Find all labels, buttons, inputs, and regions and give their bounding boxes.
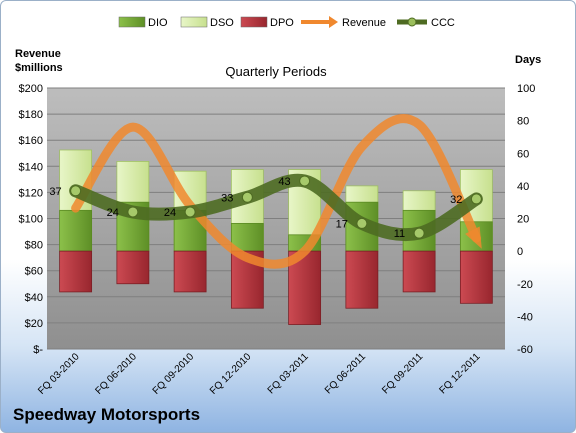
left-tick-label: $40 bbox=[25, 292, 43, 304]
ccc-data-label: 17 bbox=[336, 218, 348, 230]
ccc-marker bbox=[413, 227, 425, 239]
left-tick-label: $180 bbox=[19, 109, 43, 121]
legend-marker-ccc bbox=[407, 17, 417, 27]
right-tick-label: 40 bbox=[517, 181, 529, 193]
chart-title: Quarterly Periods bbox=[225, 64, 327, 79]
bar-dpo bbox=[173, 250, 207, 293]
x-tick-label: FQ 12-2010 bbox=[208, 351, 254, 397]
bar-dpo bbox=[116, 250, 150, 285]
left-tick-label: $60 bbox=[25, 266, 43, 278]
left-tick-label: $80 bbox=[25, 240, 43, 252]
bar-dpo bbox=[459, 250, 493, 304]
x-tick-label: FQ 03-2010 bbox=[36, 351, 82, 397]
ccc-marker bbox=[470, 193, 482, 205]
right-tick-label: 60 bbox=[517, 148, 529, 160]
x-tick-label: FQ 03-2011 bbox=[266, 351, 311, 396]
company-name: Speedway Motorsports bbox=[13, 405, 201, 424]
right-tick-label: -60 bbox=[517, 344, 533, 356]
ccc-marker bbox=[241, 191, 253, 203]
revenue-line bbox=[71, 114, 481, 269]
legend-label-dpo: DPO bbox=[270, 17, 294, 29]
left-tick-label: $- bbox=[33, 344, 43, 356]
ccc-data-label: 24 bbox=[107, 207, 119, 219]
left-tick-label: $100 bbox=[19, 214, 43, 226]
left-tick-label: $140 bbox=[19, 161, 43, 173]
right-tick-label: 20 bbox=[517, 214, 529, 226]
ccc-marker bbox=[356, 217, 368, 229]
right-tick-label: 100 bbox=[517, 83, 535, 95]
legend-label-dso: DSO bbox=[210, 17, 234, 29]
ccc-marker bbox=[299, 175, 311, 187]
bar-dpo bbox=[402, 250, 436, 293]
left-tick-label: $120 bbox=[19, 187, 43, 199]
x-tick-label: FQ 09-2010 bbox=[151, 351, 197, 397]
legend-swatch-dio bbox=[118, 16, 146, 28]
ccc-data-label: 32 bbox=[450, 194, 462, 206]
bar-dpo bbox=[59, 250, 93, 293]
left-axis-title-line1: Revenue bbox=[15, 48, 61, 60]
bar-dpo bbox=[345, 250, 379, 309]
legend-label-ccc: CCC bbox=[431, 17, 455, 29]
ccc-data-label: 43 bbox=[278, 176, 290, 188]
revenue-arrowhead bbox=[465, 226, 482, 249]
right-axis-title: Days bbox=[515, 54, 541, 66]
ccc-data-label: 37 bbox=[49, 186, 61, 198]
x-tick-label: FQ 12-2011 bbox=[438, 351, 483, 396]
bar-dio bbox=[459, 221, 493, 252]
bar-dio bbox=[59, 209, 93, 252]
x-tick-label: FQ 09-2011 bbox=[380, 351, 425, 396]
left-tick-label: $160 bbox=[19, 135, 43, 147]
right-tick-label: -20 bbox=[517, 279, 533, 291]
legend-arrow-revenue bbox=[329, 16, 338, 28]
legend-swatch-dso bbox=[180, 16, 208, 28]
x-tick-label: FQ 06-2010 bbox=[93, 351, 139, 397]
left-tick-label: $20 bbox=[25, 318, 43, 330]
legend-swatch-dpo bbox=[240, 16, 268, 28]
left-axis-title-line2: $millions bbox=[15, 62, 63, 74]
ccc-data-label: 24 bbox=[164, 207, 176, 219]
ccc-data-label: 11 bbox=[394, 228, 405, 240]
right-tick-label: 80 bbox=[517, 116, 529, 128]
legend-label-revenue: Revenue bbox=[342, 17, 386, 29]
ccc-marker bbox=[127, 206, 139, 218]
ccc-marker bbox=[70, 185, 82, 197]
right-tick-label: -40 bbox=[517, 311, 533, 323]
right-tick-label: 0 bbox=[517, 246, 523, 258]
ccc-marker bbox=[184, 206, 196, 218]
legend-label-dio: DIO bbox=[148, 17, 168, 29]
ccc-data-label: 33 bbox=[221, 192, 233, 204]
left-tick-label: $200 bbox=[19, 83, 43, 95]
x-tick-label: FQ 06-2011 bbox=[323, 351, 368, 396]
